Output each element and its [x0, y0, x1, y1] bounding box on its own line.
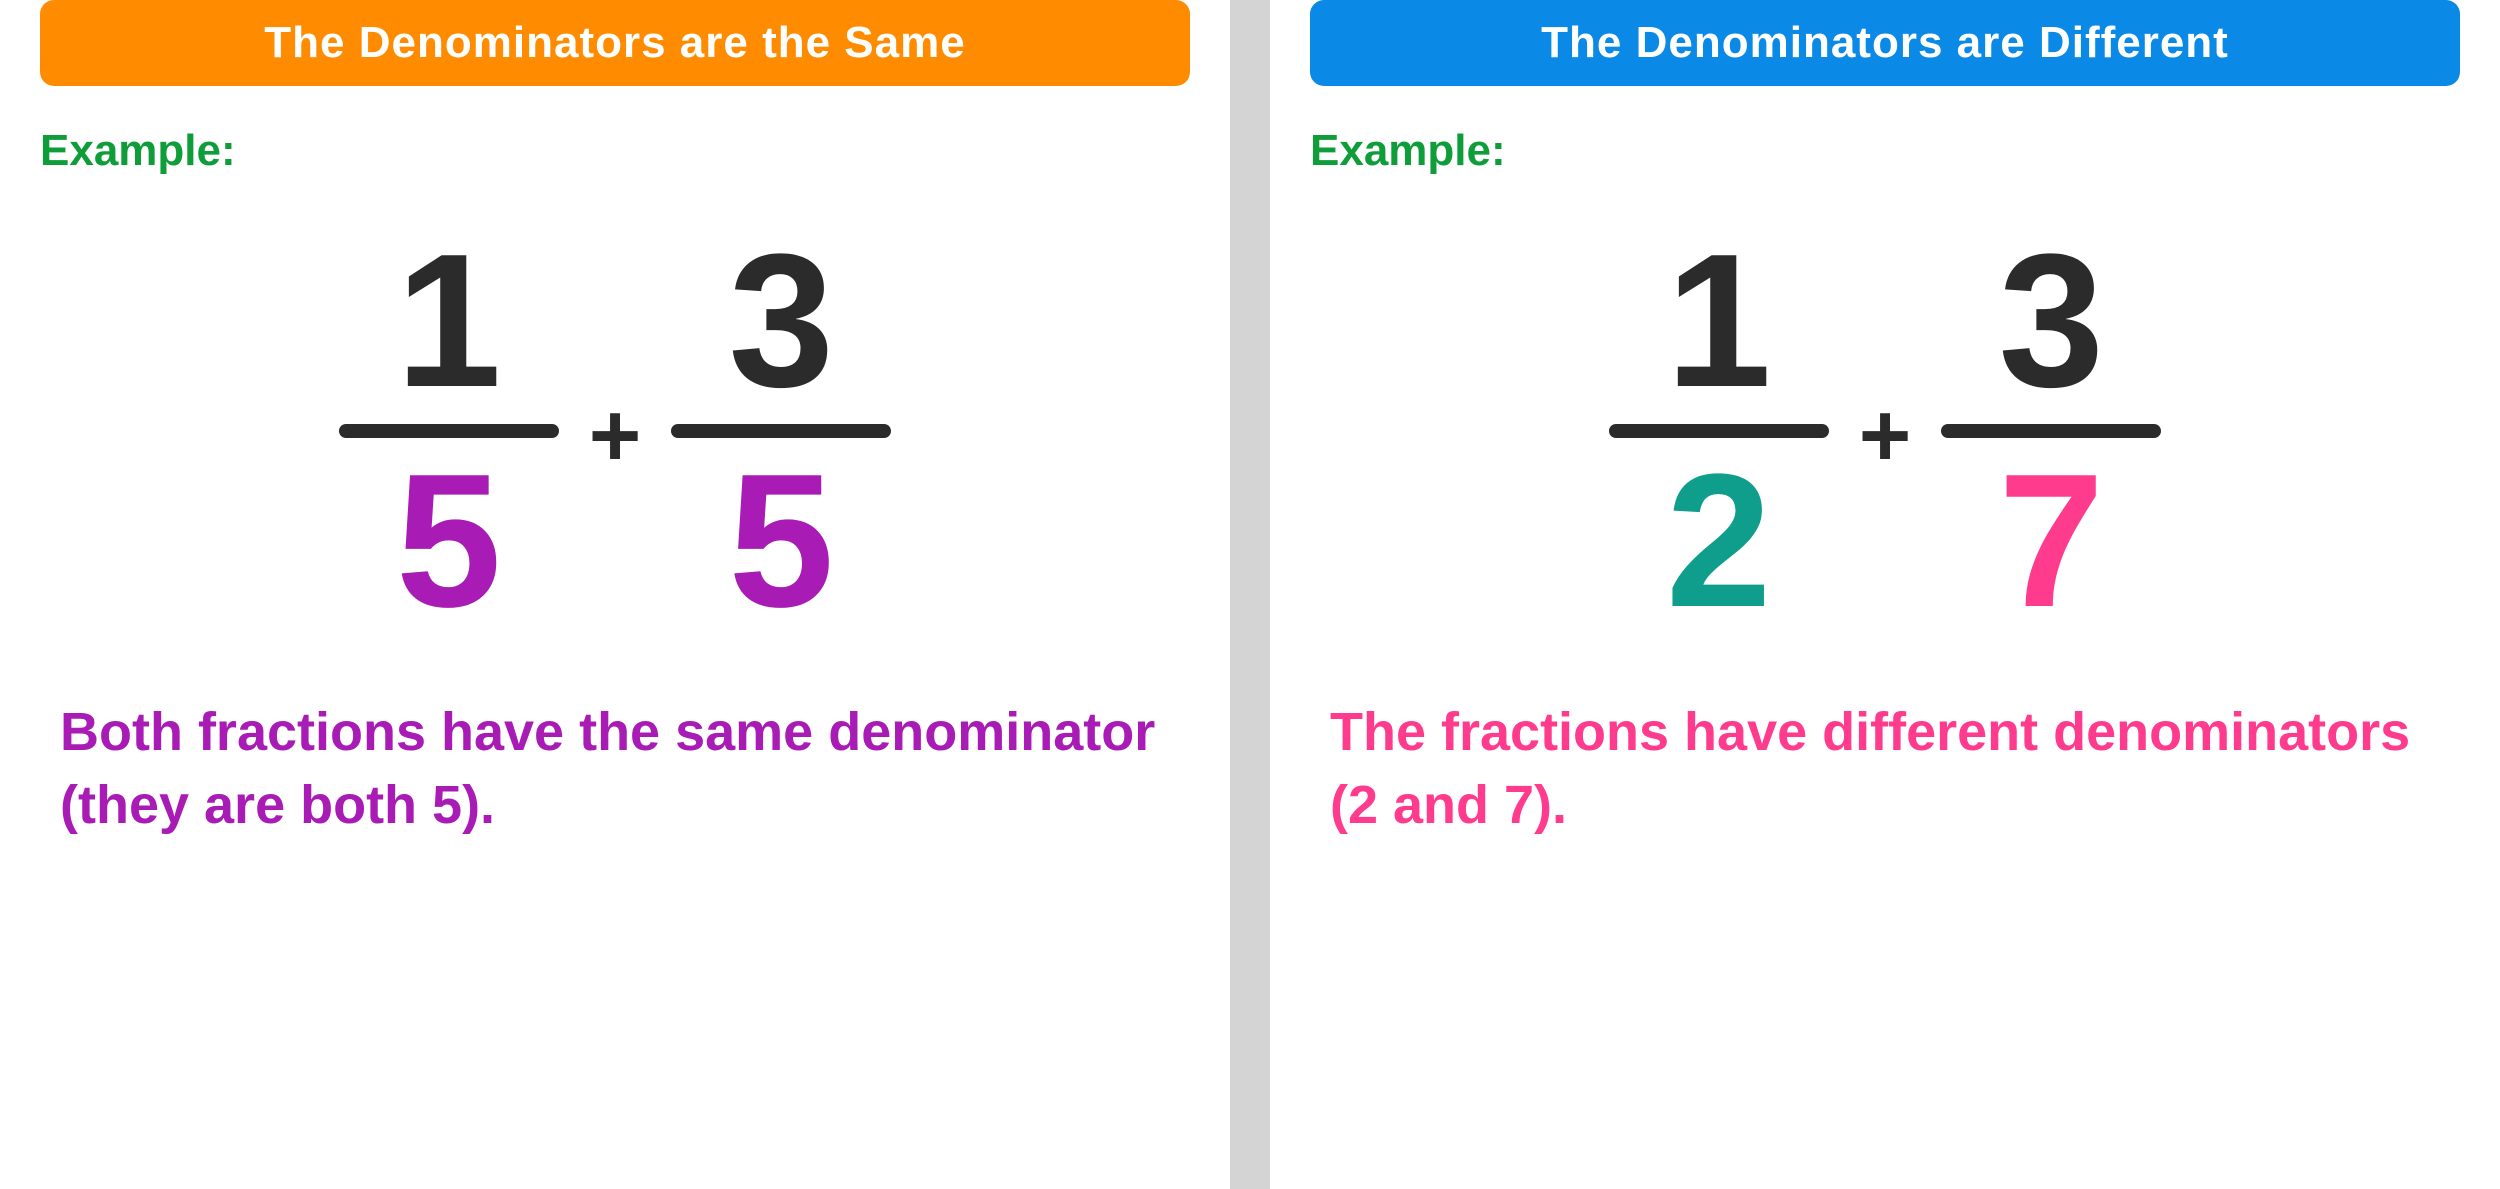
- right-fraction-row: 1 2 + 3 7: [1310, 226, 2460, 636]
- right-frac2-numerator: 3: [1998, 226, 2104, 416]
- left-frac2-numerator: 3: [728, 226, 834, 416]
- left-frac1-numerator: 1: [396, 226, 502, 416]
- left-frac1-denominator: 5: [396, 446, 502, 636]
- left-panel: The Denominators are the Same Example: 1…: [0, 0, 1230, 1189]
- right-fraction-2: 3 7: [1941, 226, 2161, 636]
- right-title-bar: The Denominators are Different: [1310, 0, 2460, 86]
- left-caption: Both fractions have the same denominator…: [40, 696, 1190, 842]
- panel-divider: [1230, 0, 1270, 1189]
- left-frac2-denominator: 5: [728, 446, 834, 636]
- left-title-bar: The Denominators are the Same: [40, 0, 1190, 86]
- right-operator: +: [1859, 391, 1912, 481]
- left-fraction-row: 1 5 + 3 5: [40, 226, 1190, 636]
- left-example-label: Example:: [40, 126, 1190, 176]
- left-operator: +: [589, 391, 642, 481]
- right-frac1-denominator: 2: [1666, 446, 1772, 636]
- right-fraction-1: 1 2: [1609, 226, 1829, 636]
- right-caption: The fractions have different denominator…: [1310, 696, 2460, 842]
- right-panel: The Denominators are Different Example: …: [1270, 0, 2500, 1189]
- left-fraction-1: 1 5: [339, 226, 559, 636]
- right-frac2-denominator: 7: [1998, 446, 2104, 636]
- right-example-label: Example:: [1310, 126, 2460, 176]
- left-fraction-2: 3 5: [671, 226, 891, 636]
- right-frac1-numerator: 1: [1666, 226, 1772, 416]
